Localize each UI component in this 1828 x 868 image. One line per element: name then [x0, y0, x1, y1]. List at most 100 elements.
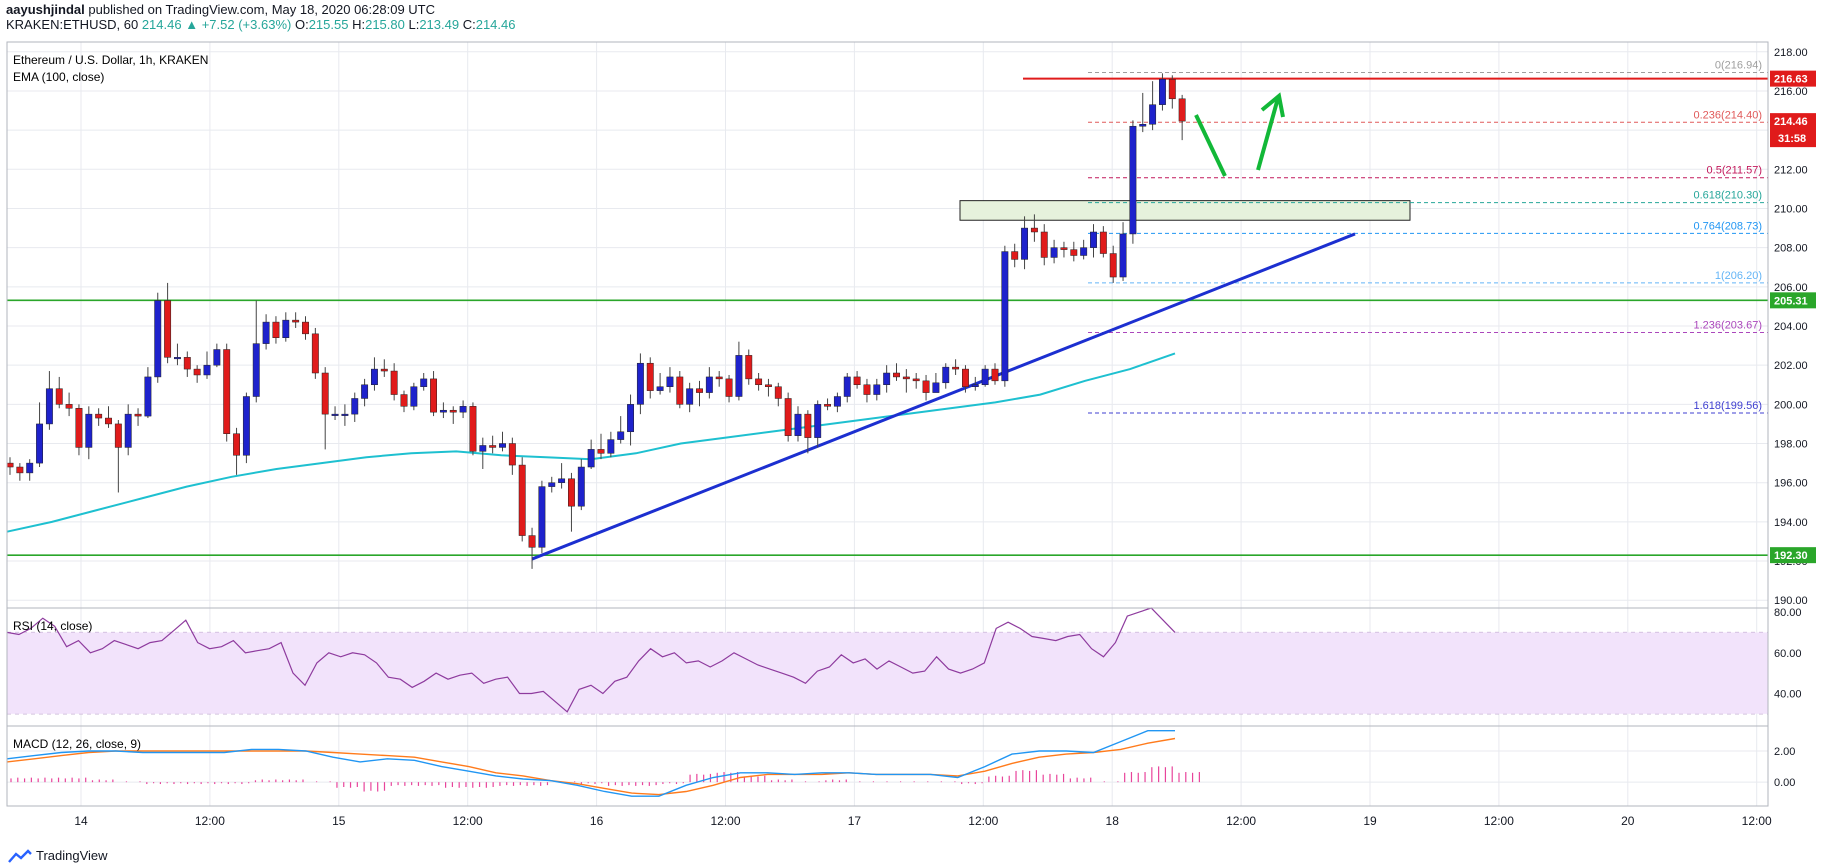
candle-body [1060, 247, 1068, 250]
candle-body [154, 300, 162, 378]
chart-fills [7, 200, 1768, 714]
price-tick-label: 194.00 [1774, 517, 1808, 529]
candle-body [1168, 78, 1176, 100]
candle-body [203, 364, 211, 376]
fib-level-label: 0.5(211.57) [1707, 165, 1762, 177]
price-tick-label: 202.00 [1774, 360, 1808, 372]
fib-level-label: 0.236(214.40) [1694, 109, 1763, 121]
candle-body [85, 413, 93, 448]
candle-body [962, 368, 969, 387]
candle-body [302, 321, 309, 335]
candle-body [390, 370, 398, 395]
footer: TradingView [8, 848, 108, 863]
plot-frame [6, 41, 1769, 807]
candle-body [45, 388, 53, 425]
candle-body [922, 380, 930, 393]
candle-body [902, 376, 910, 380]
price-tick-label: 212.00 [1774, 164, 1808, 176]
candle-body [883, 372, 891, 386]
price-tick-label: 198.00 [1774, 439, 1808, 451]
candle-body [1011, 251, 1019, 260]
candle-body [449, 409, 457, 413]
rsi-band [7, 632, 1768, 714]
brand-label[interactable]: TradingView [36, 848, 108, 863]
chart-axes: 14 12:00 15 12:00 16 12:00 17 12:00 18 12:00 19 12:… [6, 41, 1816, 828]
candle-body [75, 408, 83, 448]
rsi-line [6, 607, 1176, 713]
candle-body [784, 398, 792, 436]
low-value: 213.49 [419, 17, 460, 32]
candle-body [558, 478, 566, 483]
price-tick-label: 206.00 [1774, 282, 1808, 294]
candle-body [420, 378, 428, 387]
candle-body [341, 413, 349, 416]
candle-body [853, 376, 861, 386]
price-level-label: 192.30 [1774, 550, 1808, 562]
candle-body [981, 368, 989, 386]
price-label-box [1770, 70, 1816, 87]
time-tick-label: 12:00 [968, 814, 998, 828]
candle-body [331, 413, 339, 416]
candle-body [1149, 104, 1157, 125]
candle-body [410, 386, 418, 407]
symbol-label: KRAKEN:ETHUSD, 60 [6, 17, 139, 32]
candle-body [686, 388, 694, 405]
candle-body [952, 366, 960, 370]
candle-body [755, 378, 763, 386]
candle-body [1070, 249, 1078, 256]
candle-body [1139, 124, 1147, 127]
author-name[interactable]: aayushjindal [6, 2, 85, 17]
up-arrow-annotation [1256, 97, 1280, 171]
candle-body [587, 449, 595, 468]
time-tick-label: 12:00 [453, 814, 483, 828]
candle-body [774, 386, 782, 399]
candle-body [430, 378, 438, 413]
candle-body [1050, 247, 1058, 258]
candle-body [1040, 231, 1048, 258]
candle-body [1178, 98, 1186, 122]
annotations: 0(216.94) 0.236(214.40) 0.5(211.57) 0.618(2… [1194, 60, 1763, 412]
price-tick-label: 200.00 [1774, 399, 1808, 411]
candle-body [971, 384, 979, 387]
candle-body [646, 362, 654, 391]
fib-level-label: 0(216.94) [1715, 60, 1762, 72]
candle-body [6, 462, 14, 468]
candle-body [636, 362, 644, 405]
time-tick-label: 19 [1363, 814, 1377, 828]
candle-body [1159, 78, 1166, 105]
candle-body [725, 378, 733, 397]
candle-body [577, 466, 585, 507]
candle-body [1109, 253, 1117, 278]
candle-body [36, 423, 43, 464]
candle-body [893, 372, 900, 378]
time-tick-label: 12:00 [195, 814, 225, 828]
fib-level-label: 0.618(210.30) [1694, 190, 1763, 202]
candle-body [95, 413, 103, 419]
candle-body [932, 382, 940, 393]
candle-body [380, 368, 388, 372]
time-tick-label: 17 [848, 814, 862, 828]
candle-body [873, 384, 881, 395]
candle-body [627, 404, 634, 433]
candle-body [824, 404, 831, 407]
candle-body [183, 357, 191, 370]
candle-body [676, 376, 684, 405]
macd-tick-label: 0.00 [1774, 777, 1795, 789]
macd-tick-label: 2.00 [1774, 746, 1795, 758]
publish-info: published on TradingView.com, May 18, 20… [88, 2, 436, 17]
candle-body [715, 376, 723, 380]
candle-body [597, 449, 605, 454]
time-tick-label: 20 [1621, 814, 1635, 828]
candle-body [696, 388, 703, 393]
candle-body [942, 366, 950, 384]
candle-body [213, 349, 221, 366]
high-value: 215.80 [365, 17, 405, 32]
candle-body [282, 319, 290, 339]
breakout-zone-box [959, 200, 1411, 221]
candle-body [833, 396, 841, 407]
candle-body [262, 321, 270, 344]
candle-body [371, 368, 378, 386]
candle-body [400, 394, 408, 407]
time-tick-label: 12:00 [1742, 814, 1772, 828]
